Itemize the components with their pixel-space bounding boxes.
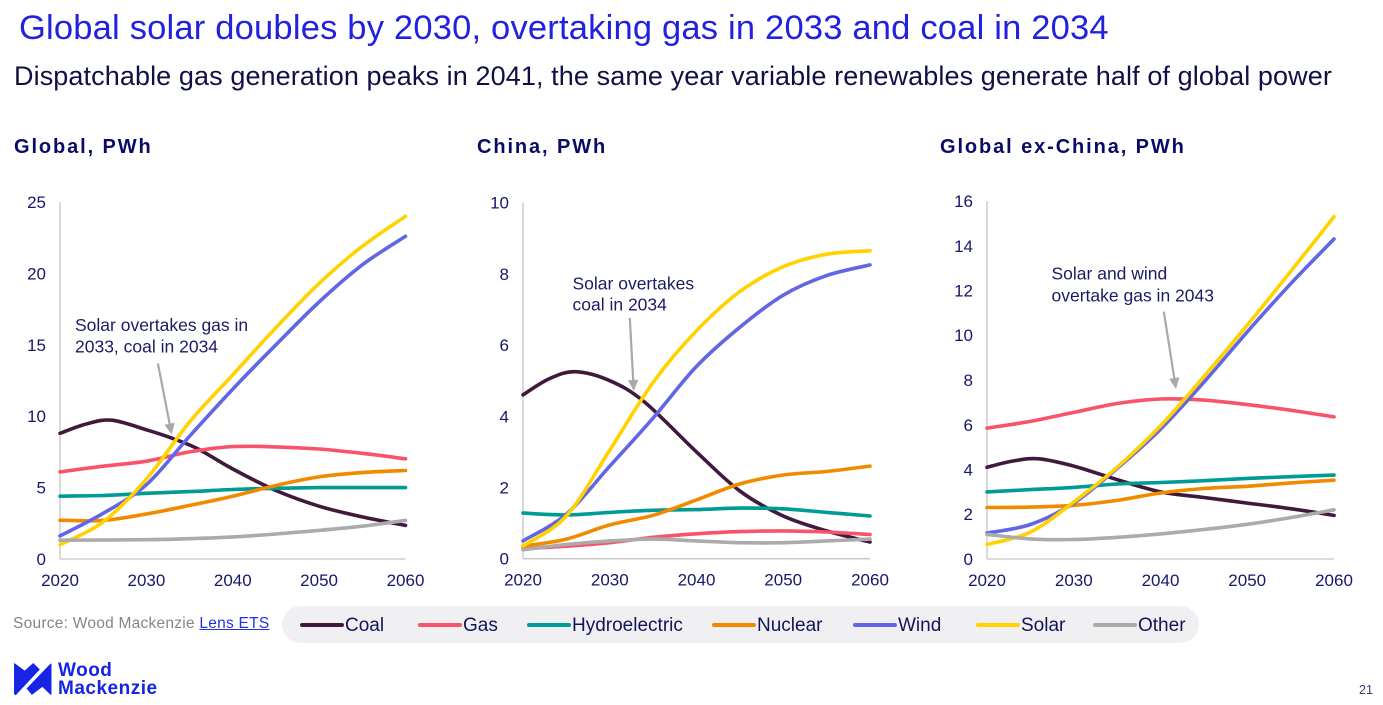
svg-text:2050: 2050 [1228, 571, 1266, 590]
svg-text:8: 8 [500, 265, 509, 284]
svg-text:25: 25 [27, 193, 46, 212]
svg-text:2050: 2050 [300, 571, 338, 590]
svg-text:Solar and wind: Solar and wind [1052, 264, 1168, 284]
svg-text:16: 16 [954, 192, 973, 211]
svg-text:5: 5 [37, 479, 46, 498]
svg-text:4: 4 [964, 461, 973, 480]
svg-text:15: 15 [27, 336, 46, 355]
svg-text:0: 0 [964, 550, 973, 569]
svg-text:4: 4 [500, 407, 509, 426]
svg-text:6: 6 [500, 336, 509, 355]
svg-text:2030: 2030 [591, 571, 629, 590]
svg-text:2: 2 [964, 505, 973, 524]
svg-text:2020: 2020 [41, 571, 79, 590]
svg-text:2: 2 [500, 479, 509, 498]
svg-text:2050: 2050 [764, 571, 802, 590]
svg-text:2040: 2040 [214, 571, 252, 590]
svg-text:2033, coal in 2034: 2033, coal in 2034 [75, 337, 218, 357]
svg-text:Solar overtakes gas in: Solar overtakes gas in [75, 315, 248, 335]
svg-text:12: 12 [954, 282, 973, 301]
svg-text:10: 10 [27, 407, 46, 426]
svg-text:0: 0 [500, 550, 509, 569]
svg-text:10: 10 [954, 326, 973, 345]
svg-text:20: 20 [27, 264, 46, 283]
svg-text:0: 0 [37, 550, 46, 569]
svg-text:2060: 2060 [1315, 571, 1353, 590]
svg-text:14: 14 [954, 237, 973, 256]
svg-text:6: 6 [964, 416, 973, 435]
svg-text:Solar overtakes: Solar overtakes [573, 274, 695, 294]
svg-text:2020: 2020 [968, 571, 1006, 590]
svg-text:2020: 2020 [504, 571, 542, 590]
svg-text:2060: 2060 [851, 571, 889, 590]
svg-text:2040: 2040 [678, 571, 716, 590]
svg-text:10: 10 [490, 194, 509, 213]
svg-text:8: 8 [964, 371, 973, 390]
svg-text:coal in 2034: coal in 2034 [573, 295, 668, 315]
svg-text:2030: 2030 [1055, 571, 1093, 590]
svg-text:2060: 2060 [387, 571, 425, 590]
svg-text:overtake gas in 2043: overtake gas in 2043 [1052, 286, 1214, 306]
svg-text:2030: 2030 [127, 571, 165, 590]
svg-text:2040: 2040 [1142, 571, 1180, 590]
